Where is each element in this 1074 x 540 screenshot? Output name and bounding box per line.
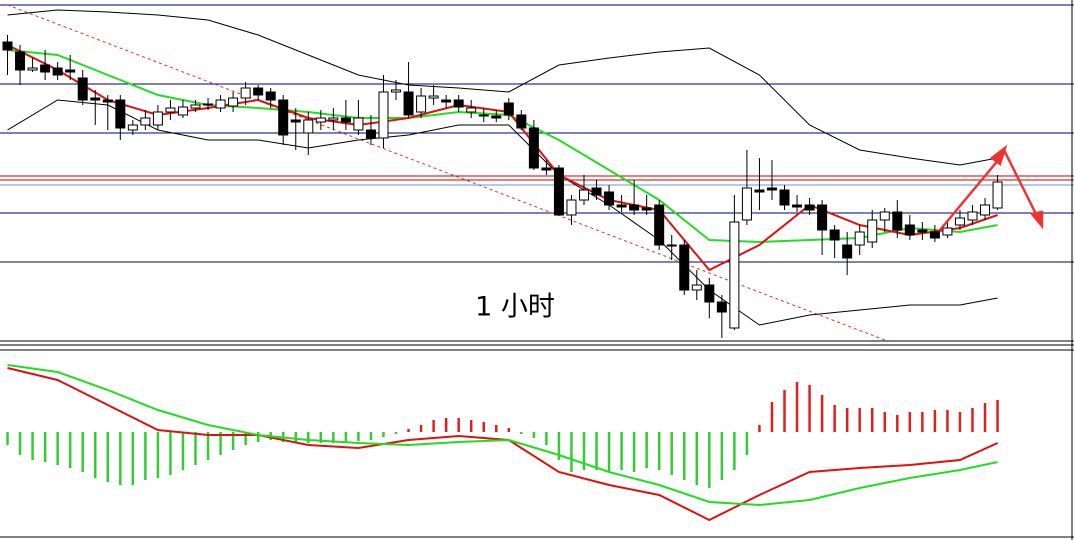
candle-body <box>378 91 389 139</box>
candle-body <box>792 204 803 208</box>
candle-body <box>766 187 777 191</box>
candle-body <box>616 204 627 208</box>
candle-body <box>27 67 38 71</box>
candle-body <box>829 229 840 241</box>
candle-body <box>879 211 890 221</box>
candle-body <box>980 204 991 216</box>
candle-body <box>754 189 765 193</box>
candle-body <box>942 227 953 236</box>
candle-body <box>503 102 514 116</box>
candle-body <box>729 221 740 329</box>
candle-body <box>102 99 113 103</box>
annotation: 1 小时 <box>475 292 555 323</box>
candle-body <box>842 244 853 259</box>
indicator-line <box>7 99 998 326</box>
candle-body <box>265 91 276 101</box>
candle-body <box>516 114 527 129</box>
arrow-head <box>989 144 1008 167</box>
candle-body <box>591 187 602 196</box>
candle-body <box>466 107 477 113</box>
candle-body <box>203 103 214 106</box>
candle-body <box>303 119 314 134</box>
candle-body <box>741 187 752 221</box>
candle-body <box>127 124 138 131</box>
candle-body <box>553 167 564 216</box>
candle-body <box>15 51 26 71</box>
candle-body <box>40 64 51 73</box>
candle-body <box>416 95 427 113</box>
candle-body <box>190 104 201 109</box>
candle-body <box>967 211 978 221</box>
candle-body <box>403 91 414 116</box>
candle-body <box>290 119 301 123</box>
candle-body <box>917 229 928 233</box>
candle-body <box>228 97 239 107</box>
candle-body <box>641 207 652 211</box>
candle-body <box>353 117 364 131</box>
candle-body <box>391 89 402 93</box>
candle-body <box>441 99 452 103</box>
candle-body <box>90 97 101 101</box>
candle-body <box>817 204 828 231</box>
candle-body <box>453 99 464 108</box>
candle-body <box>528 127 539 169</box>
candle-body <box>892 211 903 231</box>
candle-body <box>165 107 176 113</box>
candle-body <box>566 199 577 216</box>
candle-body <box>604 191 615 206</box>
candle-body <box>679 244 690 291</box>
candle-body <box>77 77 88 101</box>
candle-body <box>140 117 151 126</box>
candle-body <box>177 106 188 116</box>
candle-body <box>428 95 439 99</box>
candle-body <box>253 87 264 96</box>
plot <box>0 4 1074 522</box>
candle-body <box>691 284 702 291</box>
candle-body <box>854 231 865 246</box>
candle-body <box>52 67 63 76</box>
candle-body <box>929 231 940 239</box>
candle-body <box>278 99 289 136</box>
candle-body <box>2 41 13 51</box>
candle-body <box>904 224 915 236</box>
candle-body <box>365 129 376 139</box>
candle-body <box>478 114 489 117</box>
candle-body <box>340 117 351 123</box>
candle-body <box>704 284 715 303</box>
candle-body <box>65 69 76 73</box>
candle-body <box>578 189 589 201</box>
candle-body <box>115 99 126 129</box>
candle-body <box>491 115 502 119</box>
indicator-line <box>7 364 998 507</box>
candle-body <box>152 111 163 126</box>
candle-body <box>804 204 815 211</box>
candle-body <box>867 219 878 243</box>
candle-body <box>954 217 965 226</box>
indicator-line <box>7 9 998 166</box>
candle-body <box>716 301 727 313</box>
candle-body <box>992 181 1003 209</box>
candle-body <box>541 167 552 171</box>
arrow-head <box>1029 210 1044 230</box>
candle-body <box>629 204 640 211</box>
candle-body <box>315 117 326 123</box>
candle-body <box>654 204 665 246</box>
candle-body <box>328 117 339 121</box>
candle-body <box>779 189 790 206</box>
forecast-arrow <box>939 144 1044 231</box>
candle-body <box>666 244 677 247</box>
candle-body <box>215 99 226 109</box>
candle-body <box>240 87 251 99</box>
